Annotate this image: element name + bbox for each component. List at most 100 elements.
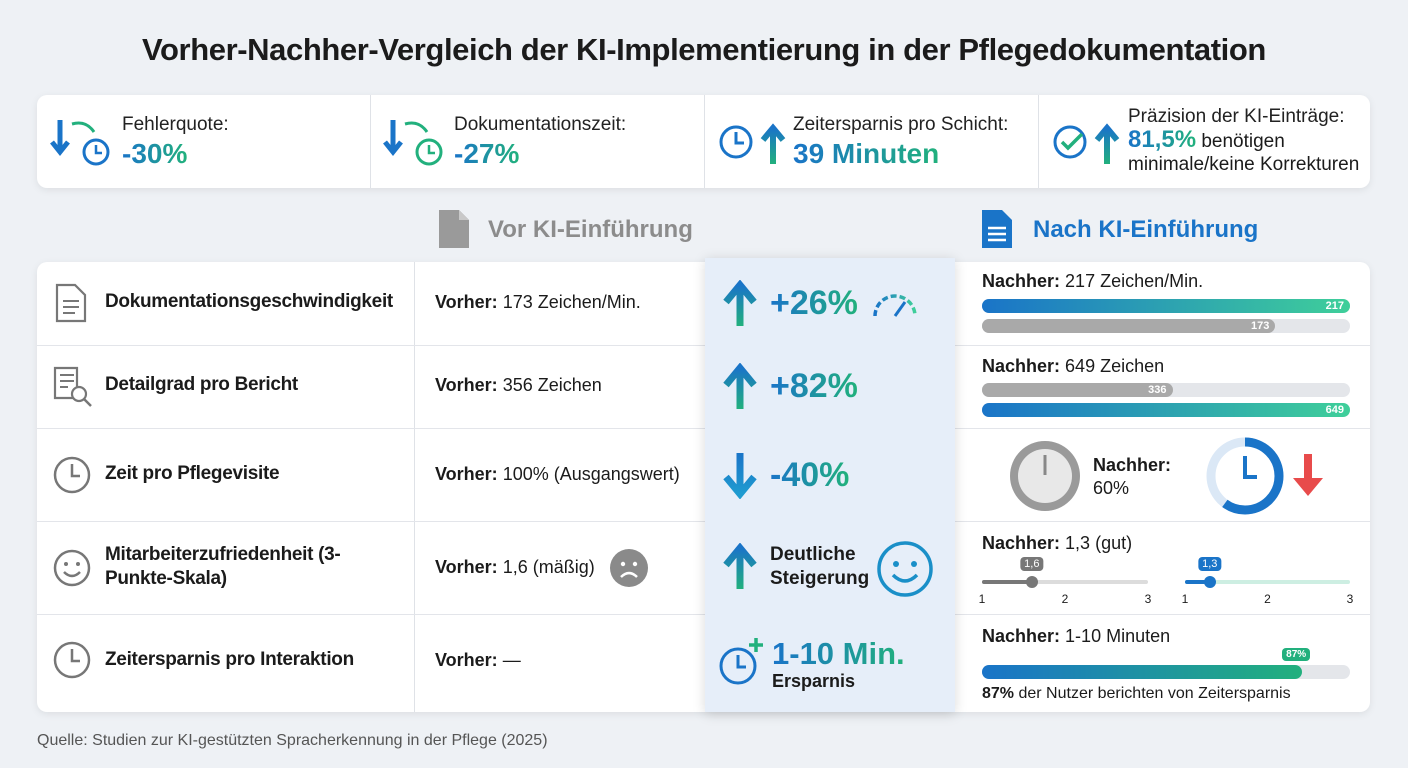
doc-icon <box>982 210 1012 248</box>
change: +26% <box>770 284 858 322</box>
change: Deutliche Steigerung <box>770 544 870 589</box>
change: -40% <box>770 456 850 494</box>
up-arrow <box>723 543 757 589</box>
metric: Mitarbeiterzufriedenheit (3-Punkte-Skala… <box>105 544 341 589</box>
after-value: 1,3 (gut) <box>1065 533 1133 553</box>
slider-track <box>982 580 1148 584</box>
after-text: Nachher: 217 Zeichen/Min. <box>982 271 1203 292</box>
before-value: — <box>502 650 521 670</box>
after-label: Nachher: <box>982 271 1061 291</box>
column-header: Vor KI-Einführung <box>488 216 693 243</box>
share-bubble: 87% <box>1282 648 1311 661</box>
metric-icon <box>53 549 91 587</box>
up-arrow <box>723 280 757 326</box>
slider-tick-label: 2 <box>1061 592 1069 606</box>
slider-label: 1,3 <box>1198 557 1222 571</box>
gauge-icon <box>873 294 917 317</box>
before-text: Vorher: 356 Zeichen <box>435 375 602 396</box>
before-label: Vorher: <box>435 292 498 312</box>
after-value: 217 Zeichen/Min. <box>1065 271 1204 291</box>
metric-icon <box>53 366 92 407</box>
row-line <box>37 428 1370 429</box>
after-label: Nachher: <box>982 626 1061 646</box>
doc-icon <box>439 210 469 248</box>
slider-tick-label: 3 <box>1144 592 1152 606</box>
after-value: 1-10 Minuten <box>1065 626 1171 646</box>
after-value: 649 Zeichen <box>1065 356 1165 376</box>
bar: 173 <box>982 319 1276 333</box>
after-value: 60% <box>1093 478 1130 498</box>
share-fill: 87% <box>982 648 1311 679</box>
share-bar: 87% <box>982 648 1350 680</box>
slider-fill <box>1185 580 1210 584</box>
slider-label: 1,6 <box>1020 557 1044 571</box>
before-label: Vorher: <box>435 650 498 670</box>
slider-knob <box>1203 576 1216 588</box>
divider <box>370 95 371 188</box>
before-value: 356 Zeichen <box>502 375 602 395</box>
kpi-label: Dokumentationszeit: <box>454 114 627 135</box>
title: Vorher-Nachher-Vergleich der KI-Implemen… <box>142 32 1266 67</box>
slider-tick-label: 2 <box>1264 592 1271 606</box>
before-value: 1,6 (mäßig) <box>502 557 595 577</box>
divider <box>704 95 705 188</box>
before-label: Vorher: <box>435 375 498 395</box>
bar-label: 336 <box>1148 384 1167 396</box>
slider-tick-label: 1 <box>1181 592 1189 606</box>
change: 1-10 Min. <box>772 636 905 671</box>
before-text: Vorher: 1,6 (mäßig) <box>435 557 595 578</box>
divider <box>1038 95 1039 188</box>
source: Quelle: Studien zur KI-gestützten Sprach… <box>37 732 548 749</box>
down-arrow <box>723 453 757 499</box>
slider-tick-label: 3 <box>1346 592 1354 606</box>
bar-label: 217 <box>1325 300 1344 312</box>
slider: 1,3 1 2 3 <box>1181 557 1353 610</box>
before-value: 173 Zeichen/Min. <box>502 292 641 312</box>
before-label: Vorher: <box>435 557 498 577</box>
up-arrow <box>723 363 757 409</box>
row-line <box>37 345 1370 346</box>
kpi-value: 81,5% <box>1128 126 1197 153</box>
after-text: Nachher: 1-10 Minuten <box>982 626 1170 647</box>
happy-face <box>877 541 933 597</box>
kpi-icon <box>1053 123 1120 164</box>
before-text: Vorher: — <box>435 650 521 671</box>
kpi-value: -30% <box>122 138 188 169</box>
metric-icon <box>53 456 91 494</box>
bar-label: 649 <box>1325 404 1344 416</box>
clock-plus <box>719 638 763 685</box>
bar-group: 217 173 <box>982 299 1350 335</box>
share-note: der Nutzer berichten von Zeitersparnis <box>1018 685 1291 702</box>
metric: Zeit pro Pflegevisite <box>105 463 280 484</box>
sad-face <box>610 549 648 587</box>
table <box>37 262 1370 712</box>
after-label: Nachher: <box>1093 455 1172 475</box>
metric-icon <box>55 283 87 323</box>
kpi-label: Fehlerquote: <box>122 114 229 135</box>
bar-group: 336 649 <box>982 383 1350 419</box>
share-label: 87% <box>982 685 1015 702</box>
kpi-value: -27% <box>454 138 520 169</box>
kpi-icon <box>383 120 443 166</box>
row-line <box>37 614 1370 615</box>
kpi-value: 39 Minuten <box>793 138 940 169</box>
slider-fill <box>982 580 1032 584</box>
before-label: Vorher: <box>435 464 498 484</box>
slider-track <box>1185 580 1350 584</box>
divider <box>414 262 415 712</box>
metric: Zeitersparnis pro Interaktion <box>105 649 354 670</box>
metric: Detailgrad pro Bericht <box>105 374 298 395</box>
after-label: Nachher: <box>982 533 1061 553</box>
before-dial <box>1010 441 1080 511</box>
kpi-text: benötigen minimale/keine Korrekturen <box>1128 131 1360 175</box>
bar: 649 <box>982 403 1350 417</box>
red-down-arrow <box>1293 454 1323 496</box>
kpi-label: Zeitersparnis pro Schicht: <box>793 114 1009 135</box>
metric: Dokumentationsgeschwindigkeit <box>105 291 393 312</box>
after-label: Nachher: <box>982 356 1061 376</box>
before-text: Vorher: 100% (Ausgangswert) <box>435 464 680 485</box>
kpi-label: Präzision der KI-Einträge: <box>1128 106 1345 127</box>
donut-arc <box>1206 437 1284 515</box>
slider: 1,6 1 2 3 <box>979 557 1151 610</box>
